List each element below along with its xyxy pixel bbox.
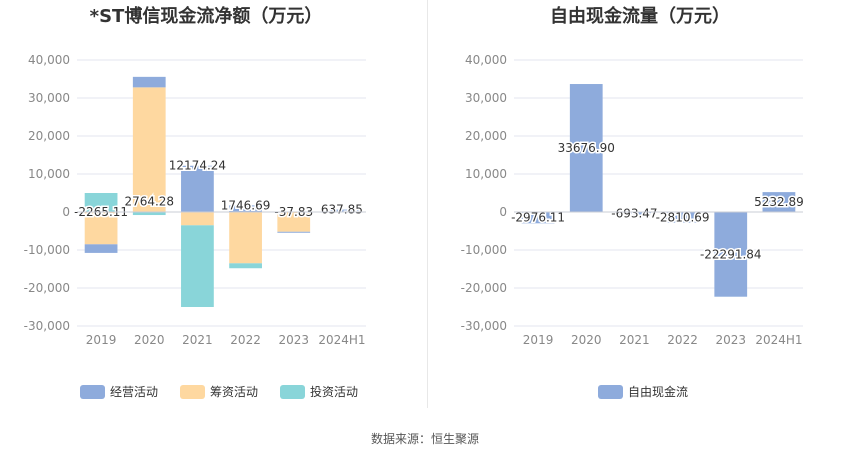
free-cash-flow-x-tick-label: 2019 — [523, 333, 554, 347]
free-cash-flow-y-tick-label: 40,000 — [465, 53, 507, 67]
free-cash-flow-data-label: -2810.69 — [656, 210, 710, 224]
free-cash-flow-data-label: 33676.90 — [558, 141, 615, 155]
cash-flow-y-tick-label: 0 — [62, 205, 70, 219]
cash-flow-x-tick-label: 2023 — [278, 333, 309, 347]
bar-operating — [325, 209, 359, 212]
free-cash-flow-x-tick-label: 2023 — [715, 333, 746, 347]
left-chart-title: *ST博信现金流净额（万元） — [89, 6, 323, 27]
bar-free_cf — [762, 192, 796, 212]
bar-investing — [132, 212, 166, 216]
bar-investing — [229, 263, 262, 269]
right-chart-legend: 自由现金流 — [598, 383, 710, 400]
left-chart-legend: 经营活动 筹资活动 投资活动 — [80, 383, 380, 400]
bar-operating — [84, 244, 118, 253]
cash-flow-y-tick-label: 10,000 — [28, 167, 70, 181]
free-cash-flow-data-label: 5232.89 — [754, 195, 804, 209]
free-cash-flow-x-tick-label: 2021 — [619, 333, 650, 347]
bar-operating — [229, 205, 262, 212]
legend-item-investing[interactable]: 投资活动 — [280, 383, 358, 400]
cash-flow-data-label: 12174.24 — [169, 159, 226, 173]
legend-label-operating: 经营活动 — [110, 385, 159, 399]
cash-flow-y-tick-label: 40,000 — [28, 53, 70, 67]
bar-investing — [84, 193, 118, 212]
bar-free_cf — [569, 84, 603, 212]
cash-flow-data-label: 2764.28 — [124, 194, 174, 208]
cash-flow-data-label: 637.85 — [321, 203, 363, 217]
legend-swatch-operating — [80, 384, 105, 399]
legend-label-investing: 投资活动 — [310, 385, 359, 399]
cash-flow-x-tick-label: 2021 — [182, 333, 213, 347]
cash-flow-y-tick-label: -10,000 — [24, 243, 70, 257]
free-cash-flow-x-tick-label: 2024H1 — [755, 333, 802, 347]
panel-divider — [427, 0, 428, 408]
cash-flow-x-tick-label: 2019 — [86, 333, 117, 347]
cash-flow-y-tick-label: 30,000 — [28, 91, 70, 105]
bar-financing — [181, 212, 214, 226]
bar-financing — [229, 212, 262, 264]
bar-financing — [132, 87, 166, 212]
free-cash-flow-data-label: -693.47 — [611, 206, 657, 220]
cash-flow-data-label: 1746.69 — [221, 198, 271, 212]
free-cash-flow-data-label: -2976.11 — [511, 211, 565, 225]
cash-flow-x-tick-label: 2022 — [230, 333, 261, 347]
legend-item-financing[interactable]: 筹资活动 — [180, 383, 258, 400]
cash-flow-y-tick-label: -20,000 — [24, 281, 70, 295]
bar-free_cf — [618, 212, 651, 215]
bar-financing — [277, 212, 311, 232]
legend-swatch-financing — [180, 384, 206, 399]
free-cash-flow-y-tick-label: 20,000 — [465, 129, 507, 143]
free-cash-flow-y-tick-label: 30,000 — [465, 91, 507, 105]
bar-free_cf — [666, 212, 699, 223]
legend-swatch-free-cash-flow — [598, 384, 623, 399]
bar-operating — [132, 76, 166, 88]
bar-operating — [277, 231, 311, 233]
free-cash-flow-y-tick-label: -20,000 — [461, 281, 507, 295]
cash-flow-x-tick-label: 2020 — [134, 333, 165, 347]
free-cash-flow-data-label: -22291.84 — [700, 247, 762, 261]
free-cash-flow-x-tick-label: 2022 — [667, 333, 698, 347]
legend-label-financing: 筹资活动 — [210, 385, 259, 399]
cash-flow-y-tick-label: -30,000 — [24, 319, 70, 333]
free-cash-flow-y-tick-label: 0 — [499, 205, 507, 219]
free-cash-flow-x-tick-label: 2020 — [571, 333, 602, 347]
cash-flow-y-tick-label: 20,000 — [28, 129, 70, 143]
bar-financing — [84, 212, 118, 245]
bar-operating — [181, 165, 214, 212]
data-source-note: 数据来源：恒生聚源 — [370, 432, 479, 446]
bar-free_cf — [521, 212, 555, 224]
right-chart-title: 自由现金流量（万元） — [550, 6, 730, 27]
cash-flow-x-tick-label: 2024H1 — [318, 333, 365, 347]
legend-swatch-investing — [280, 384, 306, 399]
bar-investing — [181, 225, 214, 307]
legend-item-free-cash-flow[interactable]: 自由现金流 — [598, 383, 688, 400]
legend-label-free-cash-flow: 自由现金流 — [628, 385, 689, 399]
free-cash-flow-y-tick-label: 10,000 — [465, 167, 507, 181]
bar-free_cf — [714, 212, 748, 297]
free-cash-flow-y-tick-label: -10,000 — [461, 243, 507, 257]
free-cash-flow-y-tick-label: -30,000 — [461, 319, 507, 333]
legend-item-operating[interactable]: 经营活动 — [80, 383, 158, 400]
